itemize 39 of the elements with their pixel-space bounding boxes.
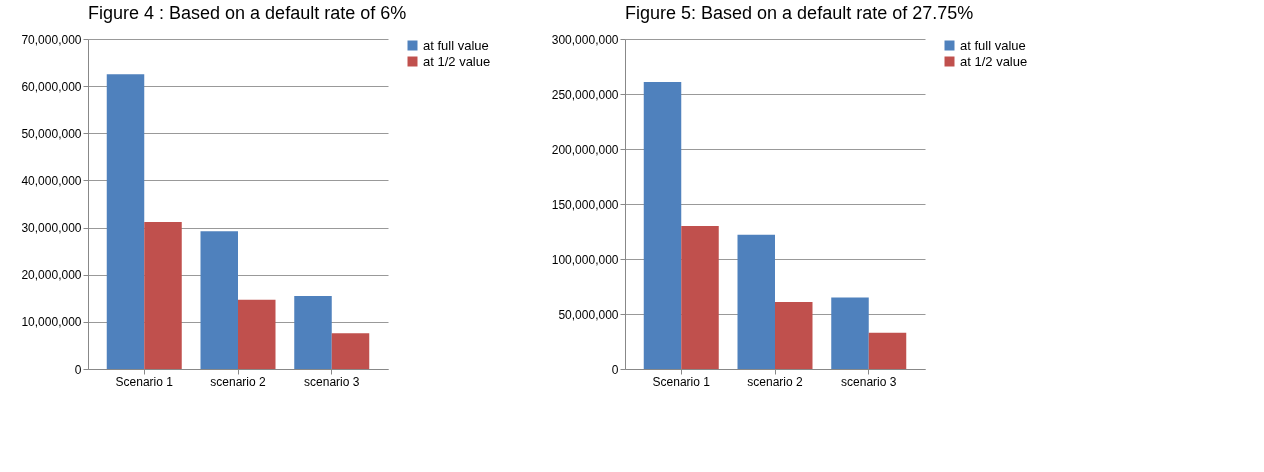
legend-label: at 1/2 value: [423, 53, 491, 69]
bar: [144, 221, 182, 369]
x-tick-label: scenario 2: [747, 374, 803, 389]
bar: [831, 297, 869, 369]
y-tick-label: 0: [611, 362, 619, 377]
bar: [238, 299, 276, 369]
y-tick-label: 0: [74, 362, 82, 377]
bar: [106, 74, 145, 369]
bar: [331, 333, 370, 369]
bar: [868, 332, 907, 369]
y-tick-label: 300,000,000: [551, 32, 619, 47]
bar: [775, 301, 813, 369]
legend-label: at full value: [960, 37, 1026, 53]
y-tick-label: 60,000,000: [21, 79, 82, 94]
y-tick-label: 200,000,000: [551, 142, 619, 157]
x-tick-label: scenario 3: [841, 374, 897, 389]
x-tick-label: scenario 3: [304, 374, 360, 389]
legend-label: at 1/2 value: [960, 53, 1028, 69]
bar: [737, 234, 775, 369]
bar: [681, 226, 719, 369]
y-tick-label: 10,000,000: [21, 315, 82, 330]
y-tick-label: 30,000,000: [21, 221, 82, 236]
y-tick-label: 70,000,000: [21, 32, 82, 47]
bar: [294, 295, 332, 369]
y-tick-label: 20,000,000: [21, 268, 82, 283]
chart-title: Figure 4 : Based on a default rate of 6%: [88, 3, 407, 23]
x-tick-label: Scenario 1: [652, 374, 711, 389]
legend-label: at full value: [423, 37, 489, 53]
y-tick-label: 40,000,000: [21, 173, 82, 188]
x-tick-label: scenario 2: [210, 374, 266, 389]
bar: [643, 81, 682, 369]
x-tick-label: Scenario 1: [115, 374, 174, 389]
y-tick-label: 100,000,000: [551, 252, 619, 267]
y-tick-label: 50,000,000: [21, 126, 82, 141]
y-tick-label: 50,000,000: [558, 307, 619, 322]
bar: [200, 231, 238, 369]
y-tick-label: 150,000,000: [551, 197, 619, 212]
y-tick-label: 250,000,000: [551, 87, 619, 102]
chart-title: Figure 5: Based on a default rate of 27.75%: [625, 3, 974, 23]
